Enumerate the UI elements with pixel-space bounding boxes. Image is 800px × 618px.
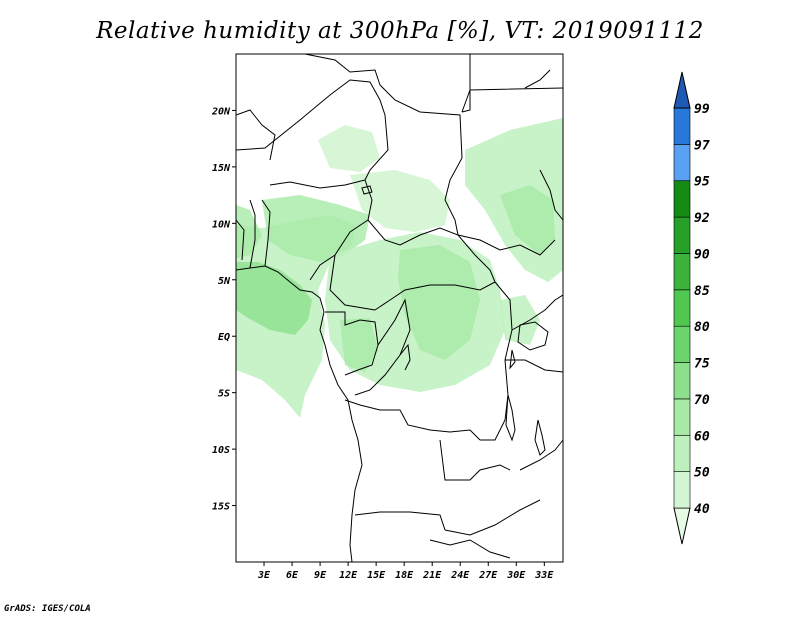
colorbar-label: 92 [694,211,710,226]
colorbar-label: 50 [694,466,710,481]
colorbar-swatch [673,471,691,509]
lat-tick-label: 5S [218,389,230,400]
colorbar-end-high [673,71,691,109]
colorbar-swatch [673,434,691,472]
border-ethiopia [539,169,563,221]
border-tanzania [505,359,563,373]
humidity-field [236,118,563,418]
border-west-coast [236,219,245,261]
humidity-region-central-core [398,245,480,360]
border-mozambique [519,439,563,471]
border-angola-zambia [439,439,511,481]
lat-tick-label: EQ [218,332,230,343]
colorbar-end-low [673,507,691,545]
lon-tick-label: 21E [422,570,442,581]
colorbar-swatch [673,325,691,363]
colorbar-swatch [673,289,691,327]
border-uganda-kenya [511,294,563,331]
lake-albert [509,349,516,370]
colorbar-label: 90 [694,247,710,262]
lat-tick-label: 10N [212,219,231,230]
border-drc-congo [354,298,411,396]
humidity-region-chad [350,170,450,232]
border-cameroon-car [329,254,376,311]
lake-tanganyika [505,394,516,442]
border-car-congo [374,281,496,311]
humidity-region-congo [340,318,378,372]
latitude-axis: 20N 15N 10N 5N EQ 5S 10S 15S [211,106,236,513]
lon-tick-label: 6E [286,570,299,581]
lake-malawi [534,419,546,456]
lon-tick-label: 30E [506,570,526,581]
border-sudan-south-sudan [457,234,556,256]
lon-tick-label: 24E [450,570,470,581]
colorbar-swatch [673,253,691,291]
border-nigeria-cameroon [309,179,373,281]
border-chad-sudan [444,157,463,236]
colorbar-label: 75 [694,357,710,372]
colorbar-label: 80 [694,320,710,335]
humidity-region-gulf-core [236,262,312,335]
coastline-west-africa [236,265,363,562]
colorbar: 40 50 60 70 75 80 85 90 92 95 97 99 [673,71,710,545]
colorbar-swatch [673,216,691,254]
country-borders [236,54,563,562]
colorbar-label: 40 [694,502,710,517]
humidity-region-sahara [318,125,380,172]
colorbar-label: 95 [694,175,710,190]
lat-tick-label: 20N [211,106,231,117]
map-frame [235,53,564,563]
lon-tick-label: 15E [367,570,386,581]
border-mali-niger [236,109,276,161]
lon-tick-label: 18E [395,570,414,581]
border-southern [429,539,511,559]
colorbar-label: 60 [694,429,710,444]
border-niger-nigeria [269,179,366,189]
border-zambia-zimbabwe [444,499,541,536]
border-niger-chad [364,114,389,181]
lat-tick-label: 15N [212,163,231,174]
border-libya-egypt [461,54,471,113]
river-congo [399,343,411,371]
colorbar-swatch [673,107,691,145]
border-libya-chad [379,84,463,159]
border-east-drc [480,281,513,441]
colorbar-label: 99 [694,102,710,117]
humidity-region-lakes [500,295,540,345]
colorbar-label: 85 [694,284,710,299]
lake-chad [361,185,373,195]
coast-red-sea [524,69,551,89]
border-gabon-congo [325,311,379,376]
lon-tick-label: 12E [339,570,358,581]
humidity-region-cameroon [262,195,370,262]
lon-tick-label: 9E [314,570,327,581]
grads-credit: GrADS: IGES/COLA [4,604,91,614]
border-benin-togo [261,199,271,267]
lake-victoria [517,321,549,351]
colorbar-swatch [673,144,691,182]
colorbar-swatch [673,362,691,400]
lat-tick-label: 10S [212,445,230,456]
border-ghana [249,199,256,269]
border-drc-angola [344,399,481,441]
border-chad-car [367,219,496,283]
lon-tick-label: 3E [257,570,271,581]
colorbar-label: 97 [694,138,710,153]
lon-tick-label: 33E [534,570,554,581]
colorbar-label: 70 [694,393,710,408]
longitude-axis: 3E 6E 9E 12E 15E 18E 21E 24E 27E 30E 33E [257,562,554,581]
border-sudan-egypt [461,87,563,113]
border-angola-namibia [354,511,446,531]
colorbar-swatch [673,398,691,436]
border-libya [304,54,381,86]
humidity-region-west-coast [236,205,262,258]
lat-tick-label: 5N [218,276,231,287]
lon-tick-label: 27E [478,570,498,581]
colorbar-swatch [673,180,691,218]
lat-tick-label: 15S [212,502,230,513]
border-algeria-niger [236,79,386,151]
map-title: Relative humidity at 300hPa [%], VT: 201… [96,18,704,44]
humidity-region-east-core [500,185,555,255]
